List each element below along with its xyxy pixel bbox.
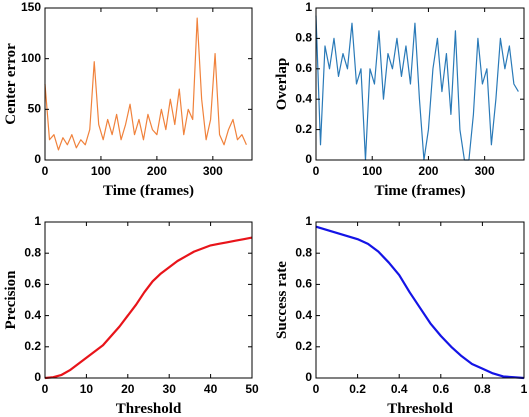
y-tick-label: 0.6: [295, 277, 312, 291]
y-tick-label: 1: [305, 214, 312, 228]
x-tick-label: 0: [42, 164, 49, 178]
x-axis-label: Time (frames): [375, 183, 466, 199]
y-tick-label: 0: [305, 370, 312, 384]
y-tick-label: 0.6: [295, 61, 312, 75]
x-tick-label: 0.6: [432, 382, 449, 396]
y-tick-label: 1: [34, 214, 41, 228]
x-tick-label: 0: [313, 382, 320, 396]
y-tick-label: 0: [34, 152, 41, 166]
x-tick-label: 0.2: [349, 382, 366, 396]
y-tick-label: 0.2: [24, 339, 41, 353]
x-tick-label: 0: [313, 164, 320, 178]
y-axis-label: Precision: [3, 270, 19, 330]
x-tick-label: 1: [521, 382, 528, 396]
y-tick-label: 0.4: [295, 308, 312, 322]
x-axis-label: Time (frames): [103, 183, 194, 199]
y-tick-label: 0.6: [24, 277, 41, 291]
x-tick-label: 50: [245, 382, 259, 396]
x-tick-label: 10: [80, 382, 94, 396]
x-tick-label: 40: [204, 382, 218, 396]
x-tick-label: 300: [203, 164, 223, 178]
x-tick-label: 0: [42, 382, 49, 396]
y-tick-label: 50: [28, 102, 42, 116]
y-tick-label: 0.2: [295, 122, 312, 136]
y-tick-label: 150: [21, 0, 41, 14]
x-tick-label: 0.8: [474, 382, 491, 396]
axes-box: [44, 7, 253, 161]
y-tick-label: 0.2: [295, 339, 312, 353]
y-axis-label: Center error: [3, 43, 19, 125]
axes-box: [315, 221, 525, 379]
x-tick-label: 20: [121, 382, 135, 396]
y-axis-label: Success rate: [274, 261, 290, 339]
y-tick-label: 100: [21, 51, 41, 65]
x-tick-label: 100: [362, 164, 382, 178]
data-line: [315, 15, 519, 161]
axes-box: [315, 7, 525, 161]
data-line: [315, 225, 525, 380]
x-axis-label: Threshold: [387, 401, 453, 417]
y-tick-label: 1: [305, 0, 312, 14]
y-axis-label: Overlap: [274, 58, 290, 111]
y-tick-label: 0.4: [295, 91, 312, 105]
x-tick-label: 0.4: [391, 382, 408, 396]
x-tick-label: 100: [91, 164, 111, 178]
axes-box: [44, 221, 253, 379]
x-tick-label: 30: [163, 382, 177, 396]
y-tick-label: 0: [305, 152, 312, 166]
y-tick-label: 0: [34, 370, 41, 384]
x-axis-label: Threshold: [116, 401, 182, 417]
data-line: [44, 17, 247, 151]
y-tick-label: 0.4: [24, 308, 41, 322]
y-tick-label: 0.8: [24, 245, 41, 259]
x-tick-label: 200: [418, 164, 438, 178]
y-tick-label: 0.8: [295, 245, 312, 259]
y-tick-label: 0.8: [295, 31, 312, 45]
data-line: [44, 236, 253, 380]
x-tick-label: 200: [147, 164, 167, 178]
x-tick-label: 300: [475, 164, 495, 178]
